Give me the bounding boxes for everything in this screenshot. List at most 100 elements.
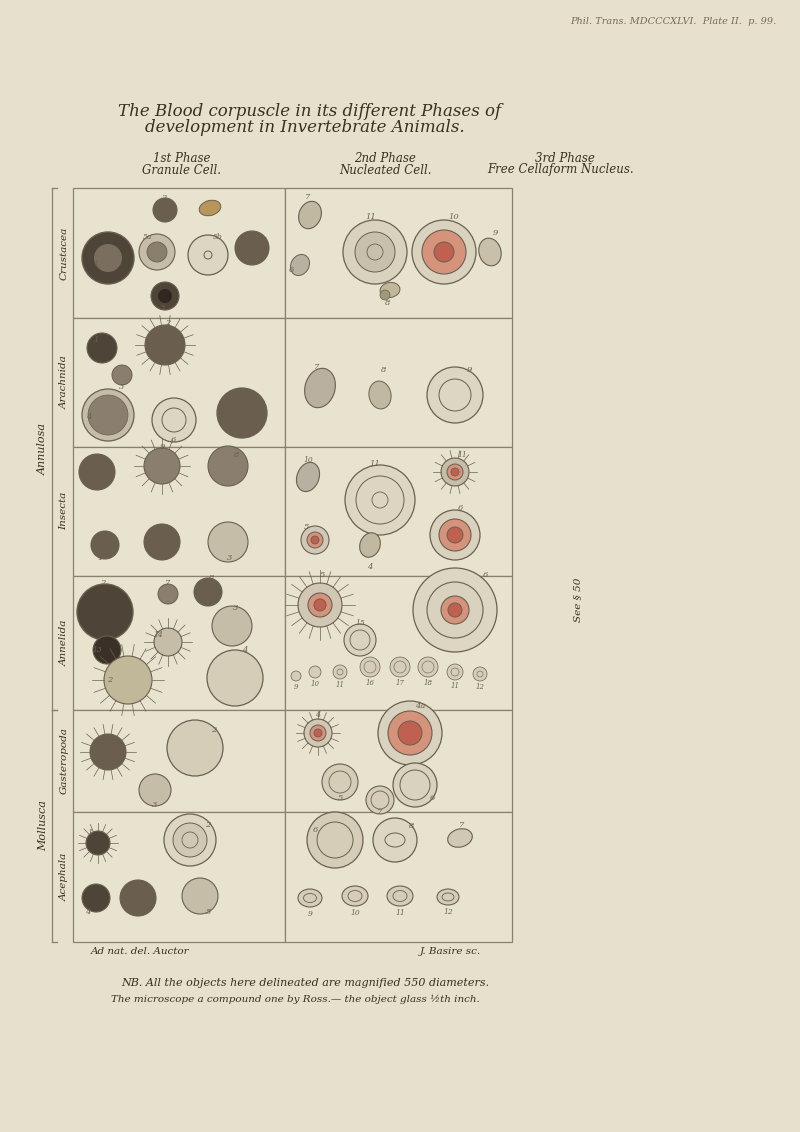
Text: Nucleated Cell.: Nucleated Cell. (338, 163, 431, 177)
Circle shape (451, 468, 459, 475)
Circle shape (322, 764, 358, 800)
Circle shape (427, 367, 483, 423)
Circle shape (413, 568, 497, 652)
Circle shape (194, 578, 222, 606)
Circle shape (90, 734, 126, 770)
Text: 3: 3 (119, 383, 125, 391)
Ellipse shape (199, 200, 221, 216)
Circle shape (151, 282, 179, 310)
Circle shape (311, 535, 319, 544)
Text: 10: 10 (310, 680, 319, 688)
Text: 6: 6 (312, 826, 318, 834)
Text: 3: 3 (160, 305, 166, 312)
Text: Annulosa: Annulosa (38, 423, 48, 475)
Circle shape (380, 290, 390, 300)
Text: Ad nat. del. Auctor: Ad nat. del. Auctor (90, 947, 190, 957)
Circle shape (144, 448, 180, 484)
Text: 2: 2 (166, 319, 170, 327)
Text: Gasteropoda: Gasteropoda (59, 728, 69, 795)
Text: 4: 4 (242, 646, 248, 654)
Text: 3: 3 (227, 554, 233, 561)
Text: 3: 3 (135, 910, 141, 918)
Text: 5: 5 (319, 571, 325, 578)
Circle shape (378, 701, 442, 765)
Circle shape (310, 724, 326, 741)
Circle shape (158, 289, 172, 303)
Text: 4: 4 (367, 563, 373, 571)
Text: NB. All the objects here delineated are magnified 550 diameters.: NB. All the objects here delineated are … (121, 978, 489, 988)
Circle shape (422, 230, 466, 274)
Text: 10: 10 (303, 456, 313, 464)
Text: 7: 7 (83, 458, 89, 468)
Text: 2nd Phase: 2nd Phase (354, 152, 416, 164)
Circle shape (94, 245, 122, 272)
Bar (285, 188, 512, 318)
Text: 9: 9 (159, 443, 165, 451)
Ellipse shape (298, 201, 322, 229)
Text: 9: 9 (294, 683, 298, 691)
Circle shape (298, 583, 342, 627)
Circle shape (77, 584, 133, 640)
Text: J. Basire sc.: J. Basire sc. (419, 947, 481, 957)
Bar (73, 576, 285, 710)
Ellipse shape (297, 462, 319, 491)
Text: 4a: 4a (415, 702, 425, 710)
Circle shape (82, 389, 134, 441)
Bar (285, 710, 512, 812)
Text: 2: 2 (100, 578, 106, 588)
Ellipse shape (437, 889, 459, 904)
Circle shape (182, 878, 218, 914)
Circle shape (427, 582, 483, 638)
Bar (73, 318, 285, 447)
Circle shape (91, 531, 119, 559)
Circle shape (430, 511, 480, 560)
Text: 5: 5 (206, 908, 210, 916)
Text: 5: 5 (304, 523, 310, 531)
Text: 4: 4 (86, 413, 92, 421)
Circle shape (208, 522, 248, 561)
Ellipse shape (478, 238, 502, 266)
Text: 3: 3 (152, 801, 158, 809)
Circle shape (120, 880, 156, 916)
Circle shape (88, 395, 128, 435)
Text: Phil. Trans. MDCCCXLVI.  Plate II.  p. 99.: Phil. Trans. MDCCCXLVI. Plate II. p. 99. (570, 17, 776, 26)
Text: 9: 9 (307, 910, 313, 918)
Circle shape (147, 242, 167, 261)
Circle shape (82, 232, 134, 284)
Text: 8: 8 (382, 366, 386, 374)
Circle shape (447, 664, 463, 680)
Circle shape (217, 388, 267, 438)
Circle shape (388, 711, 432, 755)
Circle shape (86, 831, 110, 855)
Text: 6: 6 (170, 436, 176, 444)
Text: 13: 13 (92, 646, 102, 654)
Text: 5a: 5a (143, 233, 153, 241)
Circle shape (212, 606, 252, 646)
Text: 5: 5 (250, 392, 254, 400)
Text: 11: 11 (366, 213, 376, 221)
Circle shape (139, 774, 171, 806)
Circle shape (307, 532, 323, 548)
Text: 6: 6 (430, 794, 434, 801)
Circle shape (473, 667, 487, 681)
Text: Annelida: Annelida (59, 620, 69, 667)
Ellipse shape (298, 889, 322, 907)
Bar (285, 318, 512, 447)
Text: 17: 17 (395, 679, 405, 687)
Text: 12: 12 (443, 908, 453, 916)
Text: 16: 16 (366, 679, 374, 687)
Text: 2: 2 (162, 194, 166, 201)
Text: 2: 2 (107, 676, 113, 684)
Circle shape (167, 720, 223, 777)
Circle shape (344, 624, 376, 657)
Text: Mollusca: Mollusca (38, 800, 48, 851)
Circle shape (79, 454, 115, 490)
Text: 4: 4 (315, 711, 321, 719)
Circle shape (152, 398, 196, 441)
Text: The microscope a compound one by Ross.— the object glass ½th inch.: The microscope a compound one by Ross.— … (110, 994, 479, 1004)
Text: 1: 1 (94, 336, 98, 344)
Circle shape (441, 458, 469, 486)
Text: 8: 8 (210, 574, 214, 582)
Circle shape (447, 528, 463, 543)
Text: Crustacea: Crustacea (59, 226, 69, 280)
